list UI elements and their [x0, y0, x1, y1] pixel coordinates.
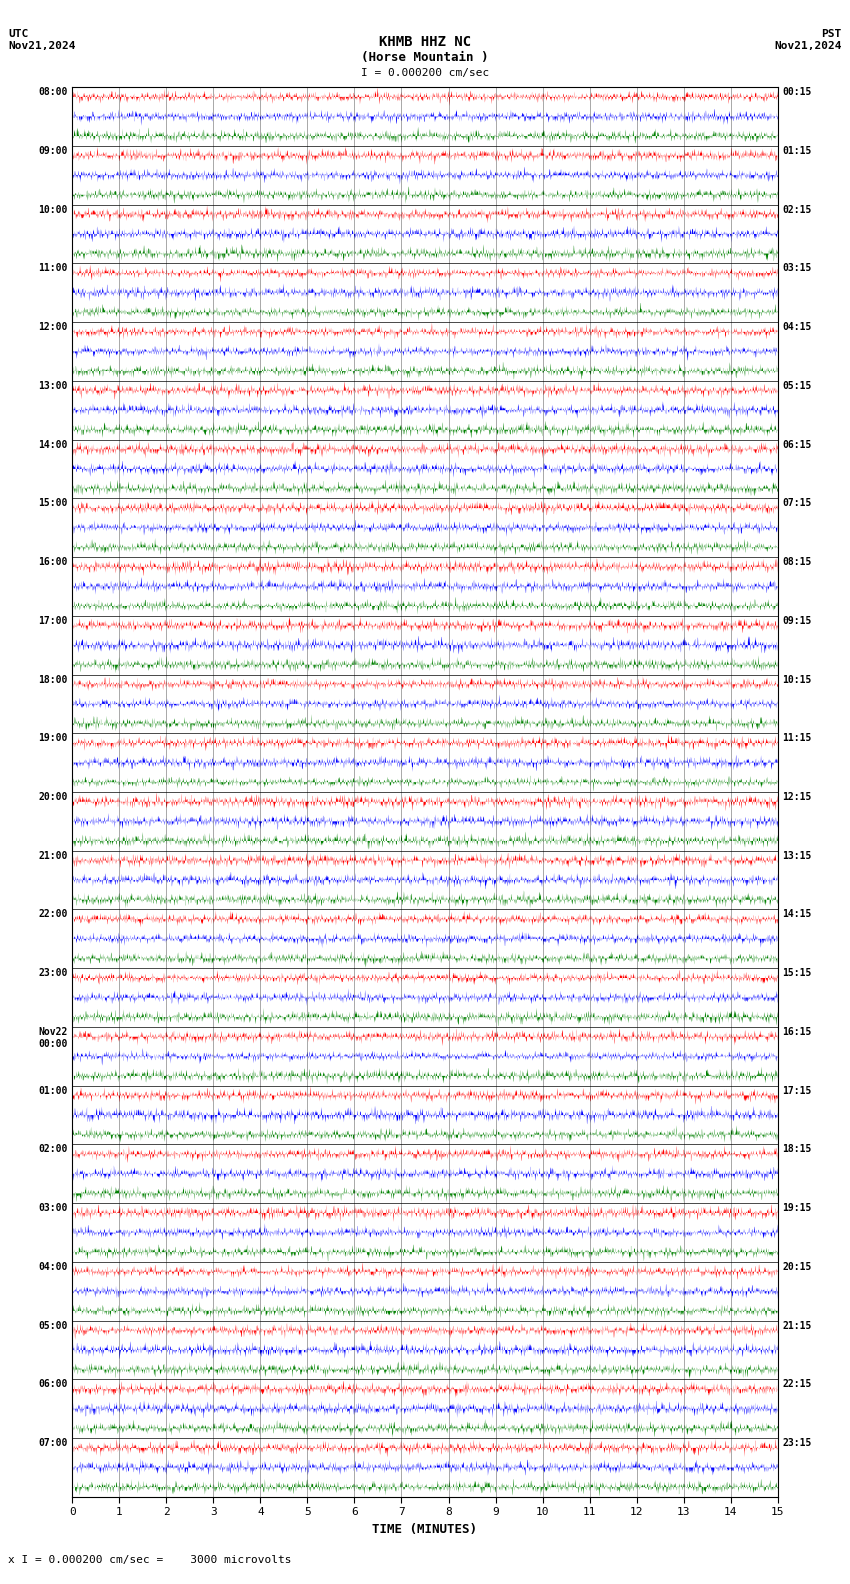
X-axis label: TIME (MINUTES): TIME (MINUTES)	[372, 1522, 478, 1536]
Text: (Horse Mountain ): (Horse Mountain )	[361, 51, 489, 63]
Text: Nov21,2024: Nov21,2024	[774, 41, 842, 51]
Text: I = 0.000200 cm/sec: I = 0.000200 cm/sec	[361, 68, 489, 78]
Text: PST: PST	[821, 29, 842, 38]
Text: KHMB HHZ NC: KHMB HHZ NC	[379, 35, 471, 49]
Text: Nov21,2024: Nov21,2024	[8, 41, 76, 51]
Text: UTC: UTC	[8, 29, 29, 38]
Text: x I = 0.000200 cm/sec =    3000 microvolts: x I = 0.000200 cm/sec = 3000 microvolts	[8, 1555, 292, 1565]
